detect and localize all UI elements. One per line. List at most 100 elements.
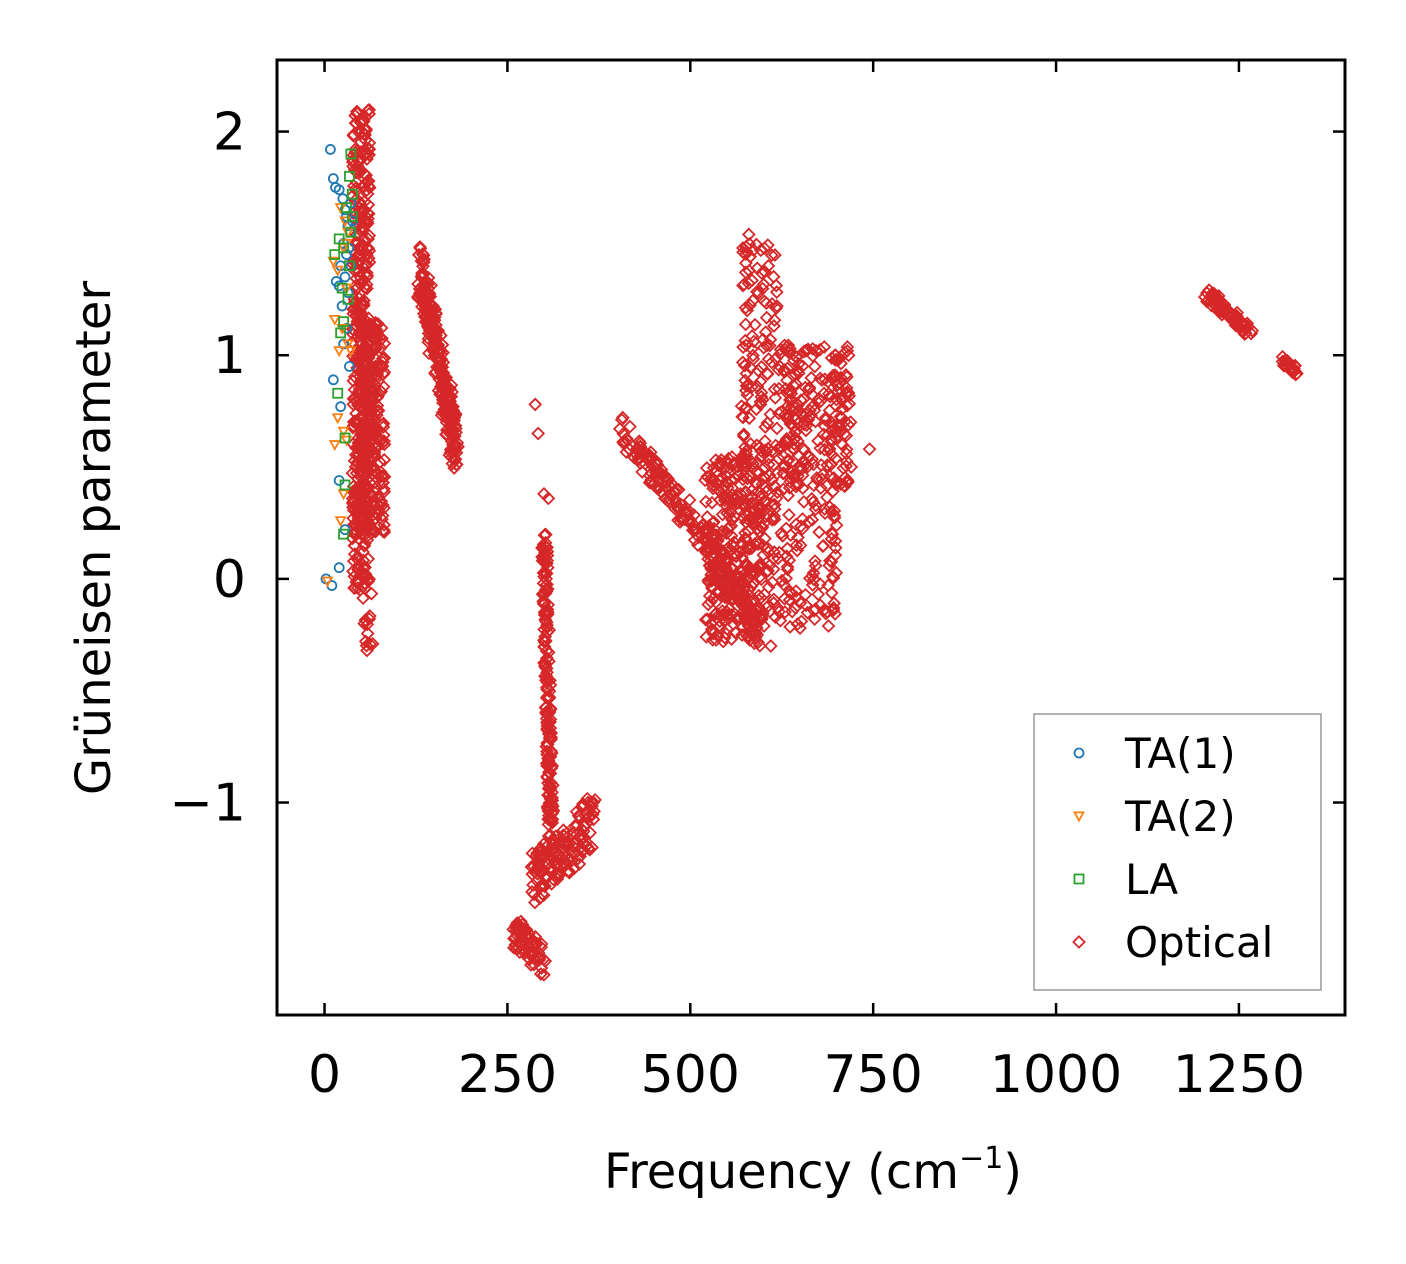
optical-point (730, 613, 745, 628)
la-point (336, 282, 348, 294)
optical-point (544, 730, 558, 745)
optical-point (736, 472, 750, 487)
optical-point (715, 507, 730, 522)
optical-point (754, 360, 769, 374)
optical-point (359, 508, 373, 522)
optical-point (1245, 323, 1260, 338)
optical-point (354, 224, 369, 239)
optical-point (780, 361, 795, 376)
optical-point (776, 466, 790, 481)
optical-point (538, 565, 553, 580)
optical-point (348, 294, 362, 309)
optical-point (753, 374, 768, 389)
optical-point (546, 837, 560, 852)
optical-point (768, 248, 782, 262)
optical-point (416, 293, 430, 308)
optical-point (738, 256, 753, 270)
optical-point (781, 453, 796, 467)
optical-point (827, 510, 842, 525)
optical-point (355, 364, 369, 379)
optical-point (822, 403, 837, 418)
optical-point (827, 503, 842, 518)
optical-point (539, 644, 554, 658)
optical-point (346, 128, 361, 143)
optical-point (368, 412, 382, 427)
optical-point (862, 442, 877, 457)
optical-point (354, 479, 369, 494)
optical-point (360, 643, 374, 658)
optical-point (718, 574, 732, 589)
x-axis: 0 250 500 750 1000 1250 (308, 60, 1305, 1105)
optical-point (577, 830, 592, 845)
optical-point (358, 523, 373, 538)
optical-point (356, 483, 370, 498)
optical-point (808, 498, 823, 513)
optical-point (824, 526, 839, 541)
optical-point (829, 392, 844, 407)
legend-marker-la (1073, 873, 1085, 885)
optical-point (779, 549, 794, 564)
optical-point (669, 482, 684, 497)
optical-point (714, 608, 729, 623)
optical-point (745, 273, 759, 288)
optical-point (354, 374, 369, 389)
optical-point (738, 383, 753, 398)
optical-point (709, 585, 724, 600)
optical-point (373, 455, 387, 469)
optical-point (793, 621, 807, 635)
optical-point (615, 410, 630, 425)
optical-point (717, 462, 731, 477)
la-point (344, 260, 355, 272)
optical-point (761, 580, 776, 595)
optical-point (716, 489, 731, 504)
optical-point (773, 359, 787, 374)
optical-point (361, 174, 376, 188)
optical-point (349, 228, 364, 242)
optical-point (736, 429, 751, 444)
optical-point (527, 957, 541, 972)
optical-point (416, 267, 431, 281)
optical-point (751, 534, 765, 549)
optical-point (348, 264, 362, 278)
optical-point (769, 278, 784, 293)
optical-point (796, 392, 811, 406)
optical-point (710, 533, 725, 548)
optical-point (543, 810, 558, 825)
optical-point (644, 450, 659, 465)
optical-point (744, 490, 759, 504)
optical-point (678, 504, 693, 519)
optical-point (370, 440, 384, 455)
optical-point (779, 571, 794, 586)
optical-point (706, 481, 721, 496)
optical-point (771, 406, 786, 421)
optical-point (795, 359, 810, 374)
optical-point (746, 592, 761, 607)
optical-point (348, 261, 363, 276)
optical-point (840, 340, 855, 354)
la-point (329, 249, 341, 260)
optical-point (556, 828, 571, 843)
ta-1-point (335, 401, 347, 413)
optical-point (644, 475, 658, 490)
optical-point (569, 804, 584, 819)
optical-point (362, 147, 377, 162)
optical-point (755, 606, 770, 621)
optical-point (749, 477, 764, 492)
optical-point (834, 402, 849, 417)
optical-point (742, 468, 757, 483)
optical-point (523, 945, 538, 960)
optical-point (703, 471, 718, 486)
optical-point (538, 612, 553, 627)
optical-point (826, 603, 841, 618)
optical-point (762, 558, 777, 573)
optical-point (698, 473, 713, 488)
optical-point (362, 102, 377, 117)
optical-point (772, 451, 786, 466)
ta-2-point (333, 346, 346, 358)
x-axis-label: Frequency (cm−1) (604, 1141, 1022, 1200)
optical-point (777, 365, 792, 379)
optical-point (745, 329, 760, 344)
optical-point (367, 363, 382, 378)
optical-point (538, 606, 553, 621)
optical-point (829, 477, 844, 492)
